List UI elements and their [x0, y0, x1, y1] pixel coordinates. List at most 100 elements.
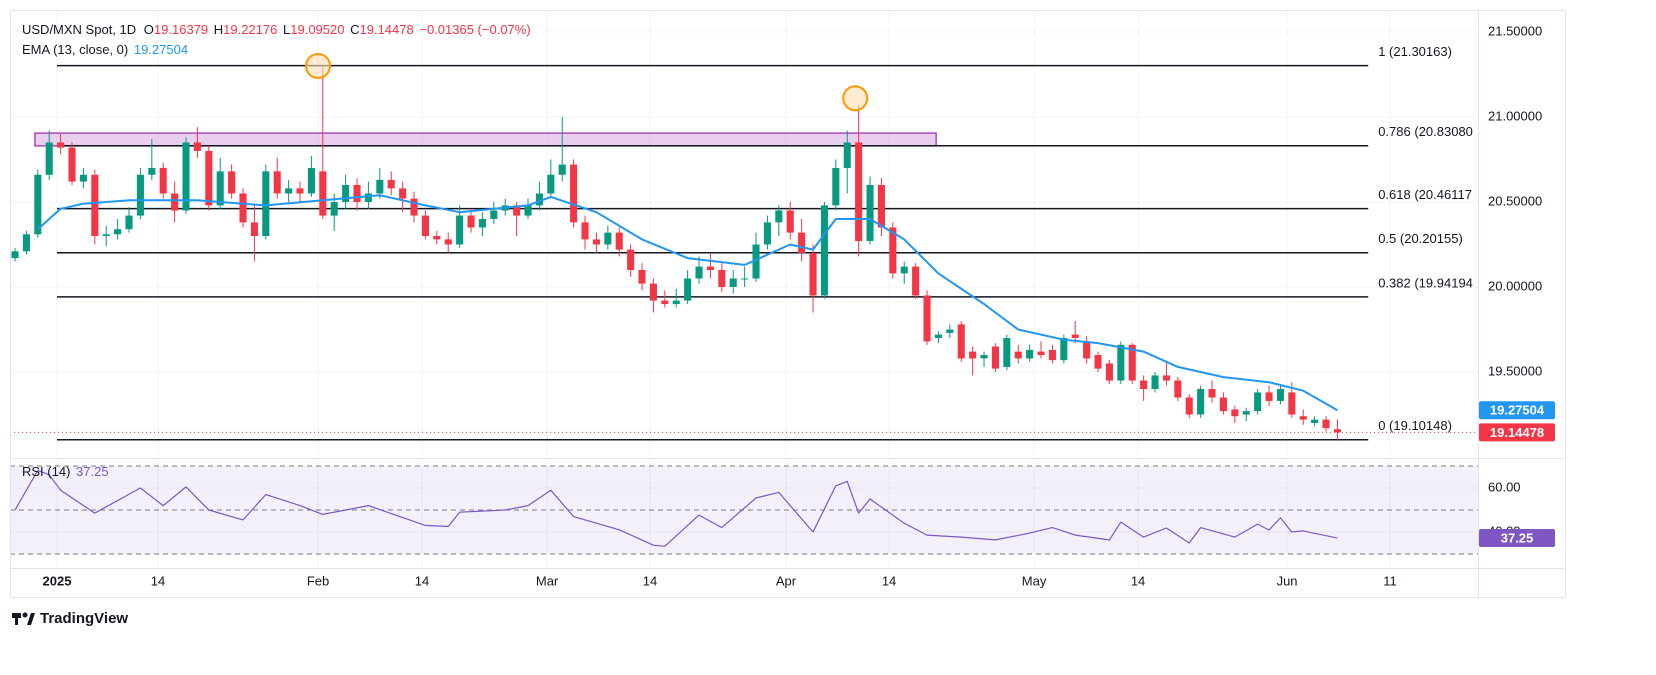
price-badge — [1479, 423, 1555, 442]
candle-body — [228, 171, 236, 194]
x-tick-label: 14 — [151, 573, 165, 588]
candle-body — [1174, 380, 1182, 398]
candle-body — [1071, 334, 1079, 339]
candle-body — [592, 239, 600, 245]
candle-body — [718, 269, 726, 287]
candle-body — [1060, 338, 1068, 361]
ohlc-value: 19.09520 — [290, 22, 344, 37]
candle-body — [661, 300, 669, 305]
candle-body — [319, 171, 327, 216]
ohlc-value: 19.16379 — [154, 22, 208, 37]
x-tick-label: Apr — [776, 573, 797, 588]
candle-body — [786, 210, 794, 233]
candle-body — [376, 179, 384, 194]
candle-body — [1048, 349, 1056, 361]
rsi-value: 37.25 — [76, 464, 109, 479]
candle-body — [741, 278, 749, 280]
price-badge — [1479, 529, 1555, 548]
ohlc-value: 19.14478 — [360, 22, 414, 37]
candle-body — [855, 142, 863, 242]
candle-body — [866, 184, 874, 242]
candle-body — [1231, 409, 1239, 417]
candle-body — [1185, 397, 1193, 415]
candle-body — [581, 222, 589, 240]
candle-body — [1117, 344, 1125, 381]
candle-body — [421, 215, 429, 236]
candle-body — [1026, 349, 1034, 359]
x-tick-label: 11 — [1383, 573, 1397, 588]
candle-body — [1299, 416, 1307, 420]
candle-body — [1288, 392, 1296, 415]
candle-body — [558, 164, 566, 175]
rsi-line — [14, 469, 1338, 547]
candle-body — [570, 164, 578, 223]
candle-body — [171, 193, 179, 211]
candle-body — [752, 244, 760, 279]
candle-body — [604, 232, 612, 245]
candle-body — [307, 167, 315, 194]
candle-body — [1162, 375, 1170, 381]
legend-line: USD/MXN Spot, 1D O19.16379 H19.22176 L19… — [22, 22, 531, 37]
candle-body — [934, 334, 942, 339]
x-tick-label: Jun — [1277, 573, 1298, 588]
candle-body — [615, 232, 623, 250]
candle-body — [262, 171, 270, 236]
ema-name: EMA (13, close, 0) — [22, 42, 128, 57]
candle-body — [364, 193, 372, 202]
price-pane: 1 (21.30163) 0.786 (20.83080 0.618 (20.461… — [10, 44, 1478, 441]
change: −0.01365 (−0.07%) — [419, 22, 530, 37]
candle-body — [478, 218, 486, 228]
candle-body — [649, 283, 657, 301]
candle-body — [148, 167, 156, 175]
y-tick-label: 21.50000 — [1488, 23, 1542, 38]
chart-frame — [10, 10, 1566, 598]
candle-body — [684, 278, 692, 301]
ohlc-key: O — [144, 22, 154, 37]
candle-body — [1208, 389, 1216, 398]
candle-body — [1276, 389, 1284, 401]
candle-body — [490, 210, 498, 219]
candle-body — [957, 324, 965, 359]
brand-logo — [12, 612, 35, 625]
candle-body — [444, 239, 452, 245]
candle-body — [946, 329, 954, 333]
candle-body — [1265, 392, 1273, 401]
x-tick-label: Mar — [536, 573, 559, 588]
candle-body — [1014, 351, 1022, 359]
candle-body — [889, 227, 897, 274]
candle-body — [912, 266, 920, 296]
candle-body — [45, 142, 53, 175]
candle-body — [1128, 344, 1136, 381]
fib-label: 1 (21.30163) — [1378, 44, 1452, 59]
candle-body — [399, 188, 407, 199]
candle-body — [1003, 338, 1011, 367]
candle-body — [775, 210, 783, 223]
candle-body — [456, 215, 464, 245]
candle-body — [205, 150, 213, 206]
price-zone — [34, 132, 937, 147]
candle-body — [22, 234, 30, 252]
candle-body — [182, 142, 190, 211]
candle-body — [877, 184, 885, 228]
candle-body — [285, 188, 293, 194]
candle-body — [114, 229, 122, 235]
candle-body — [159, 167, 167, 194]
ema-value: 19.27504 — [134, 42, 188, 57]
candle-body — [296, 188, 304, 194]
candle-body — [1140, 380, 1148, 390]
candle-body — [102, 234, 110, 236]
candle-body — [11, 251, 19, 259]
highlight-marker — [305, 52, 332, 79]
candle-body — [969, 351, 977, 359]
candle-body — [706, 266, 714, 270]
y-tick-label: 21.00000 — [1488, 108, 1542, 123]
candle-body — [1333, 429, 1341, 433]
fib-label: 0 (19.10148) — [1378, 418, 1452, 433]
candle-body — [1094, 355, 1102, 369]
candle-body — [239, 193, 247, 223]
candle-body — [900, 266, 908, 274]
candle-body — [843, 142, 851, 168]
x-tick-label: Feb — [307, 573, 329, 588]
